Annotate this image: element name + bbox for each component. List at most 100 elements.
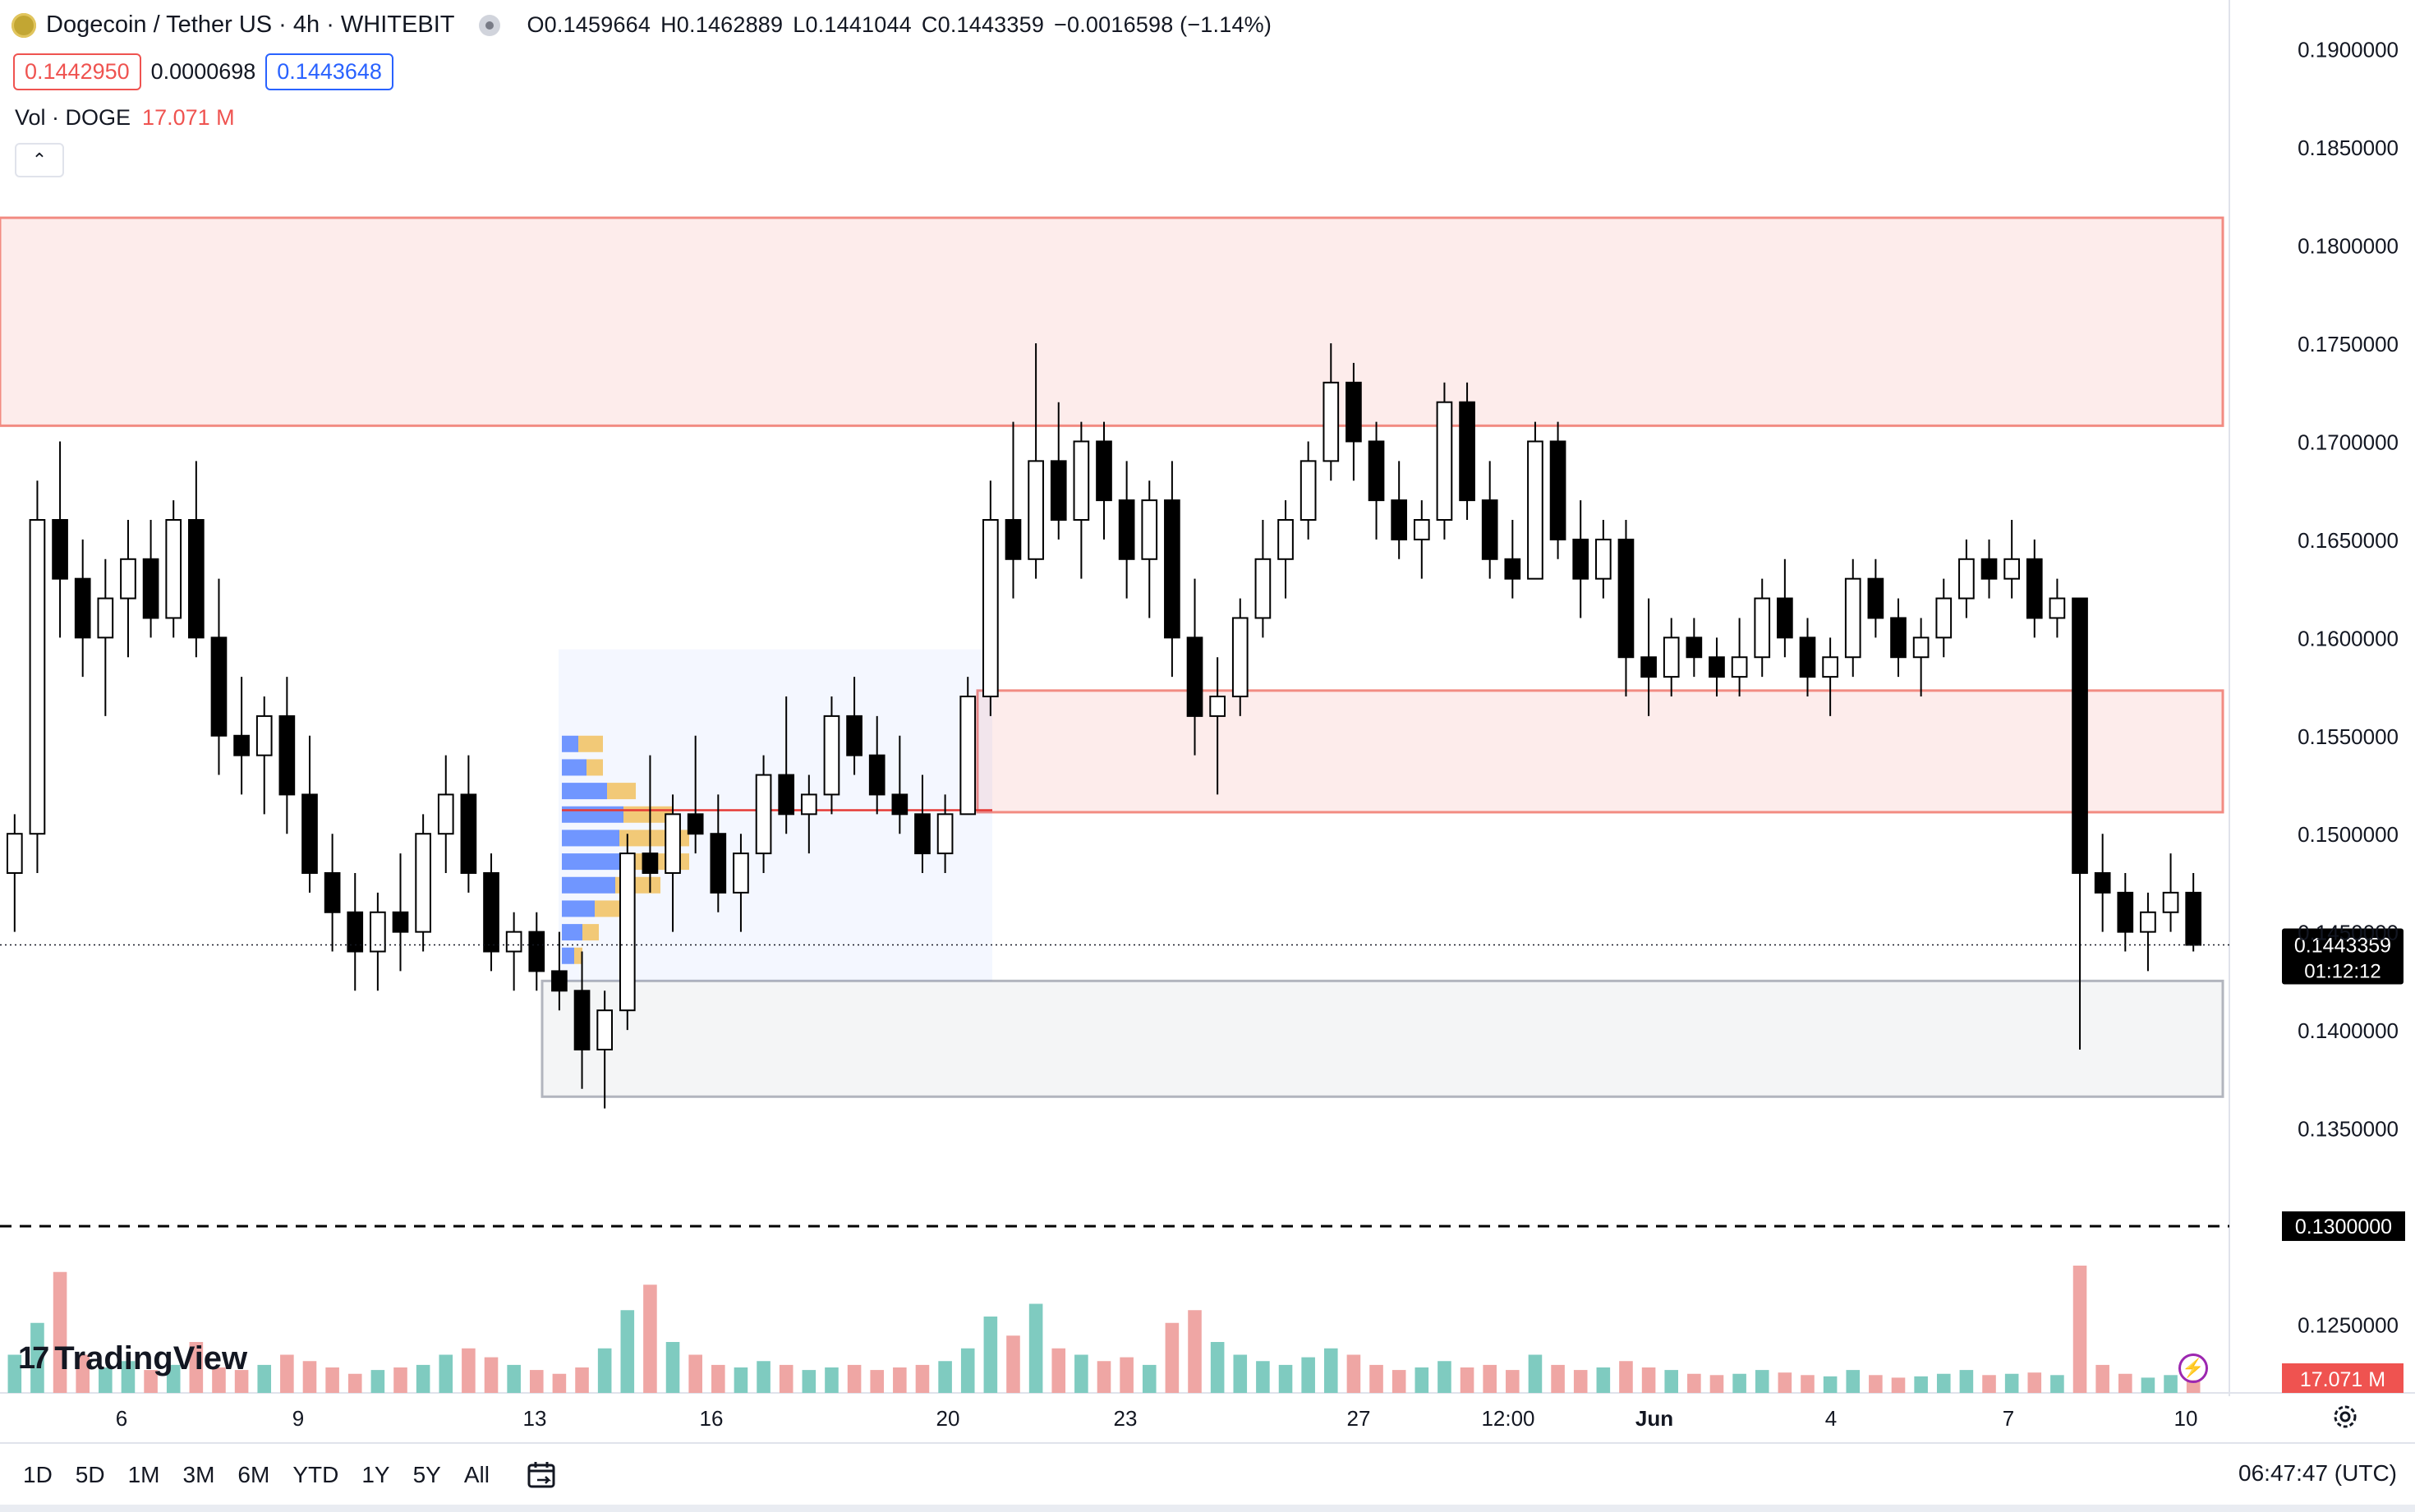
y-tick-label: 0.1650000 [2298, 528, 2399, 553]
candle-body [165, 519, 182, 619]
gear-icon[interactable] [2331, 1403, 2359, 1431]
volume-bar [166, 1364, 181, 1393]
volume-bar [1664, 1370, 1679, 1393]
candle-body [1980, 558, 1998, 580]
volume-profile-bar [562, 806, 623, 823]
y-tick-label: 0.1850000 [2298, 136, 2399, 160]
volume-profile-bar [562, 947, 574, 964]
candle-body [324, 871, 341, 913]
volume-bar [552, 1373, 567, 1393]
candle-body [982, 519, 999, 698]
x-tick-label: 9 [292, 1406, 304, 1431]
volume-bar [53, 1271, 67, 1393]
volume-profile-bar [562, 853, 628, 871]
volume-bar [1936, 1373, 1951, 1393]
volume-bar [121, 1361, 136, 1393]
candle-body [188, 519, 205, 639]
calendar-goto-icon[interactable] [526, 1460, 559, 1490]
x-tick-label: Jun [1635, 1406, 1673, 1431]
volume-bar [393, 1367, 407, 1393]
range-button-1m[interactable]: 1M [127, 1462, 160, 1487]
volume-bar [1778, 1372, 1792, 1393]
volume-bar [507, 1364, 521, 1393]
volume-bar [1120, 1357, 1134, 1393]
candle-body [505, 931, 522, 953]
volume-bar [1687, 1373, 1701, 1393]
candle-body [1368, 440, 1385, 502]
volume-bar [1573, 1370, 1588, 1393]
candle-body [1209, 696, 1226, 717]
price-zone [976, 689, 2224, 814]
candle-body [1231, 617, 1249, 697]
candle-body [142, 558, 159, 619]
candle-body [1141, 499, 1158, 560]
x-tick-label: 13 [523, 1406, 547, 1431]
volume-bar [711, 1364, 725, 1393]
x-tick-label: 7 [2003, 1406, 2014, 1431]
y-tick-label: 0.1250000 [2298, 1312, 2399, 1337]
candle-body [733, 853, 749, 894]
sell-price-button[interactable]: 0.1442950 [13, 53, 141, 90]
candle-body [846, 715, 862, 756]
ohlc-open: O0.1459664 [527, 12, 651, 37]
volume-profile-bar [574, 947, 582, 964]
x-tick-label: 16 [700, 1406, 724, 1431]
candle-body [1481, 499, 1498, 560]
range-button-all[interactable]: All [463, 1462, 490, 1487]
candle-body [233, 734, 250, 756]
volume-bar [2164, 1375, 2178, 1393]
range-button-5y[interactable]: 5Y [412, 1462, 441, 1487]
candle-body [2185, 891, 2202, 946]
candle-body [1073, 440, 1090, 522]
hline-price-label-bg [2282, 1211, 2405, 1241]
candle-body [1346, 381, 1362, 443]
volume-profile-bar [582, 924, 599, 941]
candle-body [1844, 577, 1861, 659]
volume-bar [825, 1367, 839, 1393]
candle-body [1028, 460, 1044, 560]
volume-bar [983, 1317, 998, 1393]
volume-legend-label[interactable]: Vol · DOGE [15, 105, 131, 130]
volume-bar [802, 1370, 816, 1393]
candle-body [596, 1009, 614, 1050]
range-button-5d[interactable]: 5D [75, 1462, 105, 1487]
candle-body [1912, 637, 1930, 659]
time-range-selector: 1D 5D 1M 3M 6M YTD 1Y 5Y All [12, 1462, 501, 1488]
x-tick-label: 27 [1347, 1406, 1371, 1431]
volume-bar [1188, 1310, 1202, 1393]
volume-bar [2072, 1266, 2087, 1393]
utc-clock[interactable]: 06:47:47 (UTC) [2238, 1460, 2397, 1486]
range-button-1y[interactable]: 1Y [361, 1462, 390, 1487]
candle-body [710, 833, 727, 894]
tradingview-logo-icon: 17 [18, 1341, 49, 1376]
visibility-eye-icon[interactable] [479, 14, 501, 36]
price-chart[interactable]: 0.1300000 0.1443359 01:12:12 17.071 M 0.190… [0, 0, 2415, 1442]
volume-bar [1596, 1367, 1611, 1393]
range-button-6m[interactable]: 6M [237, 1462, 270, 1487]
candle-body [1504, 558, 1521, 580]
volume-profile-bar [562, 900, 595, 917]
volume-bar [1483, 1364, 1497, 1393]
candle-body [278, 715, 296, 796]
range-button-3m[interactable]: 3M [182, 1462, 215, 1487]
lightning-icon[interactable]: ⚡ [2178, 1353, 2208, 1383]
candle-body [868, 754, 886, 796]
volume-scale-label-bg [2282, 1363, 2404, 1393]
candle-body [959, 696, 977, 816]
candle-body [2049, 597, 2066, 619]
ohlc-change: −0.0016598 (−1.14%) [1054, 12, 1272, 37]
volume-bar [1846, 1370, 1861, 1393]
volume-bar [416, 1364, 430, 1393]
volume-bar [938, 1361, 952, 1393]
range-button-1d[interactable]: 1D [23, 1462, 53, 1487]
candle-body [2162, 891, 2179, 913]
x-tick-label: 23 [1114, 1406, 1138, 1431]
candle-body [1050, 460, 1067, 522]
symbol-title[interactable]: Dogecoin / Tether US · 4h · WHITEBIT [46, 11, 455, 38]
volume-bar [1959, 1370, 1974, 1393]
range-button-ytd[interactable]: YTD [292, 1462, 339, 1487]
volume-bar [1097, 1361, 1111, 1393]
collapse-legend-button[interactable]: ⌃ [15, 143, 64, 177]
buy-price-button[interactable]: 0.1443648 [265, 53, 393, 90]
volume-bar [1506, 1370, 1520, 1393]
